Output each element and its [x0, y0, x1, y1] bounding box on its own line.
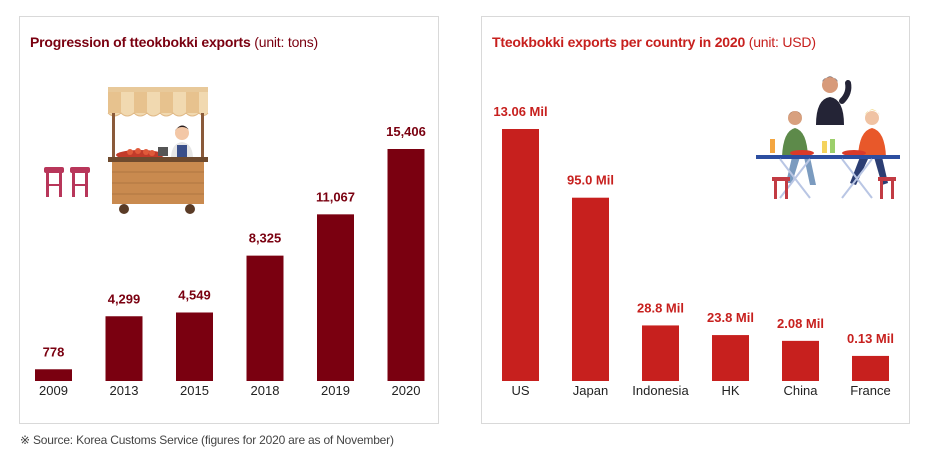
chart-unit: (unit: USD) [748, 34, 816, 50]
bar-hk [712, 335, 749, 381]
category-tick-label: 2020 [392, 383, 421, 398]
data-label: 4,549 [178, 287, 211, 302]
bar-2013 [105, 316, 143, 381]
bar-france [852, 355, 889, 381]
data-label: 28.8 Mil [637, 300, 684, 315]
chart-title: Tteokbokki exports per country in 2020 [492, 34, 746, 50]
food-stall-illustration [44, 87, 209, 214]
person-icon [816, 76, 852, 125]
data-label: 13.06 Mil [493, 104, 547, 119]
category-tick-label: Japan [573, 383, 608, 398]
data-label: 778 [43, 344, 65, 359]
bar-indonesia [642, 325, 679, 381]
data-label: 4,299 [108, 291, 141, 306]
category-tick-label: 2013 [110, 383, 139, 398]
vendor-icon [171, 125, 193, 157]
category-tick-label: France [850, 383, 890, 398]
data-label: 8,325 [249, 231, 282, 246]
bar-2018 [246, 255, 284, 381]
category-tick-label: 2018 [251, 383, 280, 398]
category-tick-label: Indonesia [632, 383, 689, 398]
stool-icon [70, 167, 90, 197]
bar-us [502, 129, 539, 381]
data-label: 0.13 Mil [847, 331, 894, 346]
exports-progression-panel: Progression of tteokbokki exports (unit:… [19, 16, 439, 424]
exports-per-country-panel: Tteokbokki exports per country in 2020 (… [481, 16, 910, 424]
bar-japan [572, 197, 609, 381]
chart-unit: (unit: tons) [254, 34, 319, 50]
panel-title: Progression of tteokbokki exports (unit:… [30, 34, 318, 50]
category-tick-label: China [784, 383, 819, 398]
bar-2015 [176, 312, 213, 381]
stool-icon [44, 167, 64, 197]
category-tick-label: US [511, 383, 529, 398]
exports-per-country-chart: 13.06 Mil US 95.0 Mil Japan 28.8 Mil Indonesi… [493, 104, 894, 398]
exports-progression-chart: 778 2009 4,299 2013 4,549 2015 8,325 2018 11,067… [35, 124, 426, 398]
data-label: 95.0 Mil [567, 173, 614, 188]
bar-2019 [317, 214, 354, 381]
data-label: 2.08 Mil [777, 316, 824, 331]
data-label: 15,406 [386, 124, 426, 139]
category-tick-label: 2009 [39, 383, 68, 398]
chart-title: Progression of tteokbokki exports [30, 34, 251, 50]
awning-icon [107, 87, 209, 117]
category-tick-label: HK [721, 383, 739, 398]
bar-china [782, 340, 819, 381]
category-tick-label: 2015 [180, 383, 209, 398]
bar-2009 [35, 369, 72, 381]
diners-illustration [756, 76, 900, 199]
bar-2020 [387, 149, 425, 381]
source-footnote: ※ Source: Korea Customs Service (figures… [20, 433, 394, 447]
category-tick-label: 2019 [321, 383, 350, 398]
data-label: 11,067 [316, 189, 355, 204]
data-label: 23.8 Mil [707, 310, 754, 325]
food-icon [770, 139, 866, 156]
panel-title: Tteokbokki exports per country in 2020 (… [492, 34, 816, 50]
